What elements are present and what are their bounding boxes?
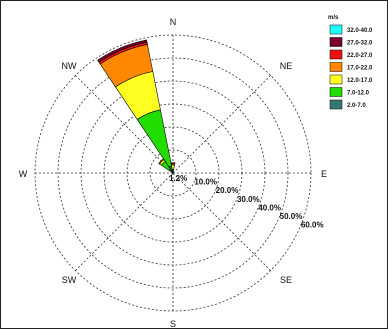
polar-grid (34, 34, 312, 312)
direction-labels: N NE E SE S SW W NW (19, 17, 327, 328)
legend-label: 17.0-22.0 (347, 66, 373, 72)
legend: m/s 32.0-40.0 27.0-32.0 22.0-27.0 17.0-22.0 1… (328, 15, 373, 110)
petal-segment-n (171, 164, 175, 170)
legend-label: 2.0-7.0 (347, 103, 366, 109)
grid-ring (57, 57, 289, 289)
legend-title: m/s (328, 15, 339, 21)
legend-swatch (329, 87, 343, 97)
direction-label-e: E (321, 169, 327, 179)
legend-label: 32.0-40.0 (347, 28, 373, 34)
direction-label-n: N (170, 17, 177, 27)
legend-swatch (329, 99, 343, 110)
grid-spoke (75, 75, 174, 174)
legend-swatch (329, 24, 343, 35)
legend-label: 22.0-27.0 (347, 53, 373, 59)
direction-label-w: W (19, 169, 28, 179)
ring-label: 60.0% (301, 221, 324, 230)
ring-label: 30.0% (237, 195, 260, 204)
direction-label-ne: NE (280, 61, 293, 71)
petal-segment-n (171, 169, 175, 174)
petal-segment-nnw (136, 109, 173, 168)
wind-rose-petals (97, 39, 176, 174)
legend-label: 12.0-17.0 (347, 78, 373, 84)
grid-spoke (172, 75, 271, 174)
ring-label: 20.0% (216, 186, 239, 195)
direction-label-sw: SW (62, 275, 77, 285)
ring-labels: 1.2% 10.0%20.0%30.0%40.0%50.0%60.0% (169, 174, 324, 230)
direction-label-nw: NW (62, 61, 77, 71)
ring-label: 1.2% (169, 174, 187, 183)
ring-label: 10.0% (194, 178, 217, 187)
direction-label-s: S (170, 319, 176, 328)
ring-label: 50.0% (280, 212, 303, 221)
grid-spoke (75, 172, 174, 271)
grid-ring (149, 149, 197, 197)
legend-swatch (329, 37, 343, 47)
grid-spoke (172, 172, 271, 271)
legend-swatch (329, 49, 343, 60)
direction-label-se: SE (280, 275, 292, 285)
legend-label: 7.0-12.0 (347, 91, 370, 97)
legend-swatch (329, 74, 343, 85)
petal-segment-nw (168, 168, 174, 174)
legend-swatch (329, 62, 343, 72)
legend-label: 27.0-32.0 (347, 41, 373, 47)
ring-label: 40.0% (258, 203, 281, 212)
